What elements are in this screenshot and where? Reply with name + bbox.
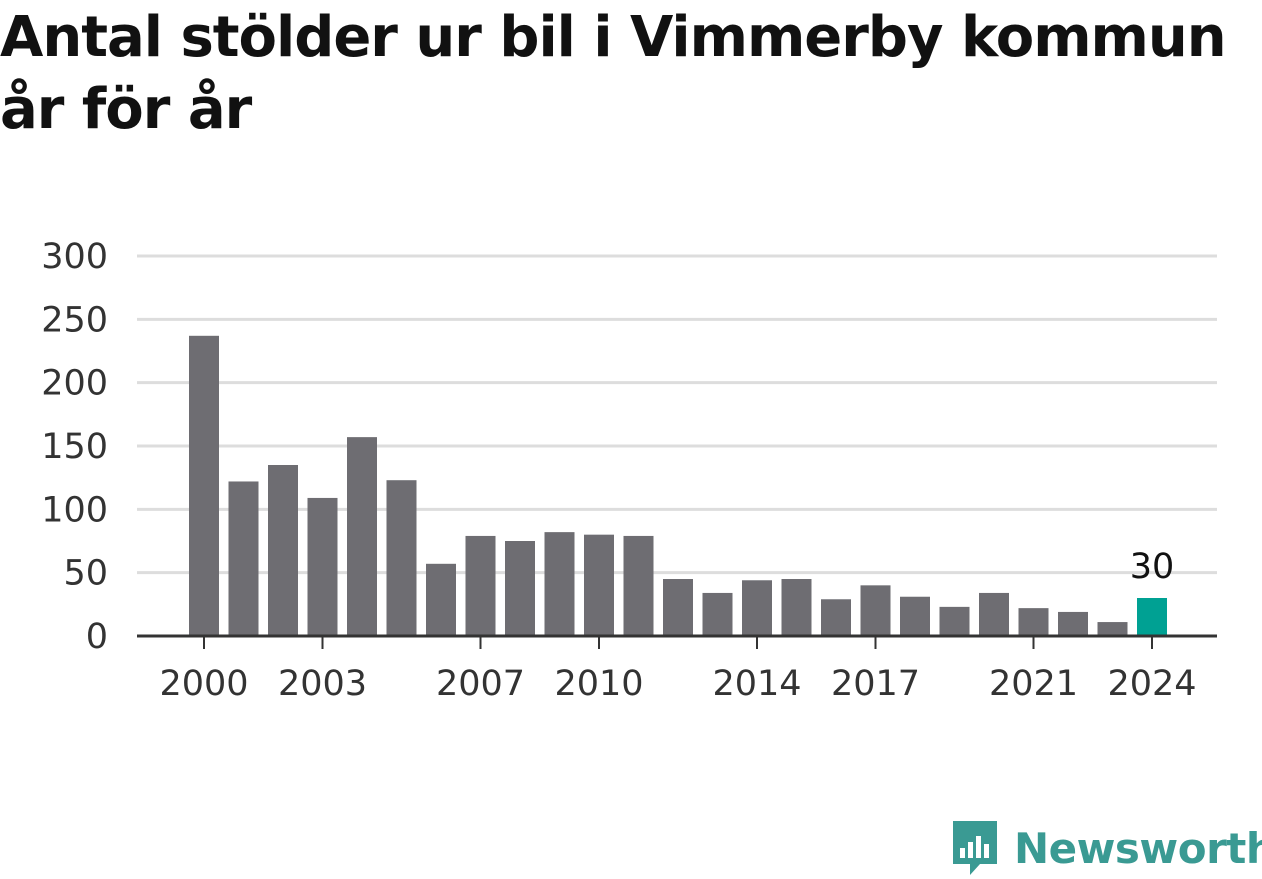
bar xyxy=(742,580,772,636)
x-tick-label: 2014 xyxy=(712,664,801,704)
brand-name: Newsworthy xyxy=(1014,823,1262,873)
bar xyxy=(1097,622,1128,636)
x-tick-label: 2003 xyxy=(278,664,367,704)
data-label: 30 xyxy=(1130,547,1175,587)
chart-title: Antal stölder ur bil i Vimmerby kommun å… xyxy=(0,5,1227,142)
bar xyxy=(465,535,496,636)
bar xyxy=(584,534,614,636)
bar xyxy=(426,563,456,636)
bar xyxy=(623,535,654,636)
y-tick-label: 300 xyxy=(41,237,108,277)
bar xyxy=(663,579,693,636)
bar xyxy=(1058,611,1088,636)
bar xyxy=(939,606,970,636)
grid-lines xyxy=(137,254,1217,575)
bar xyxy=(860,585,891,636)
bar xyxy=(228,481,259,636)
y-tick-label: 50 xyxy=(63,554,108,594)
x-tick-label: 2024 xyxy=(1107,664,1196,704)
axis-labels: 0 50 100 150 200 250 300 30 2000 2003 2007 2010 2014… xyxy=(41,237,1196,704)
bar xyxy=(268,465,298,636)
bar xyxy=(386,480,417,636)
bar xyxy=(189,335,219,636)
y-tick-label: 0 xyxy=(86,617,108,657)
bars xyxy=(189,335,1167,636)
bar xyxy=(307,497,338,636)
x-tick-label: 2017 xyxy=(831,664,920,704)
bar-highlight xyxy=(1137,598,1167,636)
newsworthy-logo[interactable]: Newsworthy xyxy=(950,818,1262,878)
bar xyxy=(900,596,930,636)
bar xyxy=(544,532,575,636)
y-tick-label: 250 xyxy=(41,300,108,340)
bar xyxy=(821,599,851,636)
x-tick-label: 2021 xyxy=(989,664,1078,704)
bar xyxy=(979,592,1009,636)
bar xyxy=(347,437,377,636)
bar xyxy=(702,592,733,636)
x-tick-label: 2007 xyxy=(436,664,525,704)
y-tick-label: 200 xyxy=(41,364,108,404)
x-axis xyxy=(137,634,1217,649)
x-tick-label: 2010 xyxy=(554,664,643,704)
y-tick-label: 100 xyxy=(41,490,108,530)
bar xyxy=(781,579,812,636)
bar xyxy=(1018,608,1049,636)
y-tick-label: 150 xyxy=(41,427,108,467)
x-tick-label: 2000 xyxy=(159,664,248,704)
bar xyxy=(505,541,535,636)
newsworthy-logo-icon xyxy=(953,821,997,875)
